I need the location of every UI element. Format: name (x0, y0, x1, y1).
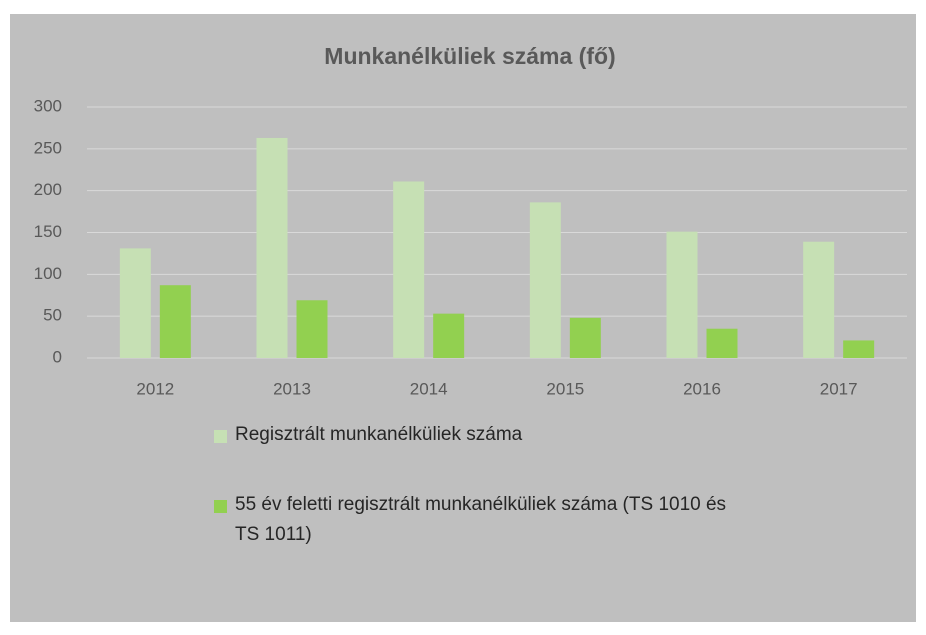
y-tick-label: 0 (53, 347, 62, 366)
y-tick-label: 100 (34, 264, 62, 283)
bar (159, 285, 191, 358)
x-tick-label: 2016 (683, 379, 721, 398)
bar (803, 241, 835, 358)
legend-entry: Regisztrált munkanélküliek száma (212, 424, 745, 450)
bar (569, 317, 601, 358)
bar (666, 231, 698, 358)
x-tick-label: 2012 (136, 379, 174, 398)
x-tick-label: 2014 (410, 379, 448, 398)
bar (393, 181, 425, 358)
bar (119, 248, 151, 358)
y-tick-label: 200 (34, 180, 62, 199)
legend-label: 55 év feletti regisztrált munkanélküliek… (235, 494, 727, 545)
y-tick-label: 300 (34, 96, 62, 115)
bar (843, 340, 875, 358)
bar (433, 313, 465, 358)
chart-title: Munkanélküliek száma (fő) (324, 43, 615, 69)
legend-label: Regisztrált munkanélküliek száma (235, 424, 523, 445)
bar (296, 300, 328, 358)
legend: Regisztrált munkanélküliek száma 55 év fe… (212, 424, 745, 594)
bar (256, 137, 288, 358)
y-tick-label: 50 (43, 306, 62, 325)
legend-swatch (214, 500, 227, 513)
x-tick-label: 2013 (273, 379, 311, 398)
legend-entry: 55 év feletti regisztrált munkanélküliek… (212, 494, 745, 550)
bar (706, 328, 738, 358)
y-tick-label: 250 (34, 138, 62, 157)
legend-swatch (214, 430, 227, 443)
bar (529, 202, 561, 358)
y-tick-label: 150 (34, 222, 62, 241)
x-tick-label: 2015 (546, 379, 584, 398)
x-tick-label: 2017 (820, 379, 858, 398)
